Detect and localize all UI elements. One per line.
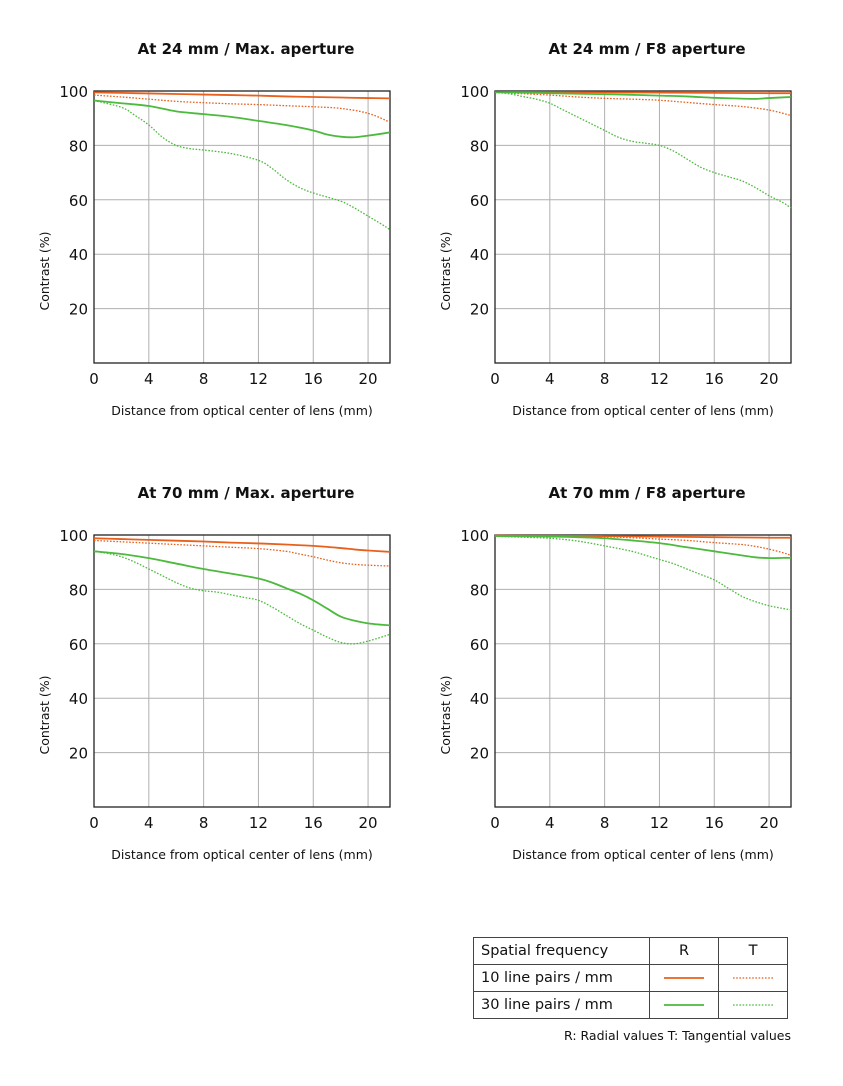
series-line-10t [93,94,391,123]
y-axis-label: Contrast (%) [438,231,453,310]
legend-30-radial-swatch [649,991,719,1019]
plot-frame [494,90,792,364]
x-tick-label: 4 [144,370,154,388]
y-tick-label: 100 [460,527,489,545]
x-tick-label: 0 [490,370,500,388]
x-tick-label: 12 [650,370,669,388]
legend-row-30: 30 line pairs / mm [473,991,788,1019]
legend-row-10-label: 10 line pairs / mm [473,964,650,992]
y-tick-label: 60 [69,192,88,210]
y-tick-label: 60 [69,636,88,654]
series-line-10r [93,91,391,100]
legend-header-row: Spatial frequency R T [473,937,788,965]
y-axis-label: Contrast (%) [438,675,453,754]
legend-10-radial-swatch [649,964,719,992]
x-tick-label: 20 [760,370,779,388]
y-tick-label: 80 [69,137,88,155]
x-tick-label: 4 [545,814,555,832]
x-axis-label: Distance from optical center of lens (mm… [111,847,373,862]
y-axis-label: Contrast (%) [37,675,52,754]
x-tick-label: 16 [304,370,323,388]
y-tick-label: 80 [470,137,489,155]
y-tick-label: 80 [69,581,88,599]
x-tick-label: 20 [359,814,378,832]
legend-col-t: T [718,937,788,965]
legend-table: Spatial frequency R T 10 line pairs / mm… [473,937,788,1019]
y-tick-label: 40 [470,246,489,264]
y-tick-label: 20 [69,745,88,763]
chart-title: At 70 mm / Max. aperture [138,484,355,502]
mtf-chart-3: At 70 mm / Max. aperture 0 4 8 12 16 20 20 40 60 8… [37,484,391,862]
y-tick-label: 20 [69,301,88,319]
y-tick-label: 60 [470,636,489,654]
series-line-30t [93,99,391,231]
y-tick-label: 20 [470,745,489,763]
y-tick-label: 100 [59,527,88,545]
x-tick-label: 4 [545,370,555,388]
mtf-chart-2: At 24 mm / F8 aperture 0 4 8 12 16 20 20 40 60 80 1… [438,40,792,418]
legend-30-tangential-swatch [718,991,788,1019]
x-tick-label: 16 [304,814,323,832]
y-tick-label: 40 [470,690,489,708]
legend-row-30-label: 30 line pairs / mm [473,991,650,1019]
x-tick-label: 8 [199,370,209,388]
x-tick-label: 20 [359,370,378,388]
series-line-10t [93,539,391,567]
y-tick-label: 60 [470,192,489,210]
y-tick-label: 40 [69,690,88,708]
series-line-30r [494,535,792,560]
legend-col-r: R [649,937,719,965]
plot-frame [93,90,391,364]
x-tick-label: 16 [705,370,724,388]
x-tick-label: 0 [89,370,99,388]
x-tick-label: 8 [600,370,610,388]
series-line-30r [93,99,391,139]
x-tick-label: 12 [249,370,268,388]
chart-title: At 70 mm / F8 aperture [548,484,745,502]
x-tick-label: 20 [760,814,779,832]
x-axis-label: Distance from optical center of lens (mm… [512,403,774,418]
series-line-30r [494,91,792,100]
x-tick-label: 12 [249,814,268,832]
legend-10-tangential-swatch [718,964,788,992]
series-line-30t [93,550,391,645]
legend-header: Spatial frequency [473,937,650,965]
series-line-10r [494,91,792,95]
x-axis-label: Distance from optical center of lens (mm… [111,403,373,418]
y-axis-label: Contrast (%) [37,231,52,310]
series-line-10r [93,537,391,553]
series-line-10t [494,535,792,557]
x-tick-label: 12 [650,814,669,832]
y-tick-label: 100 [460,83,489,101]
x-tick-label: 8 [199,814,209,832]
series-line-30t [494,91,792,209]
y-tick-label: 20 [470,301,489,319]
x-tick-label: 8 [600,814,610,832]
chart-title: At 24 mm / Max. aperture [138,40,355,58]
y-tick-label: 40 [69,246,88,264]
x-tick-label: 4 [144,814,154,832]
chart-title: At 24 mm / F8 aperture [548,40,745,58]
series-line-30r [93,550,391,627]
plot-frame [494,534,792,808]
series-line-30t [494,535,792,611]
mtf-chart-1: At 24 mm / Max. aperture 0 4 8 12 16 20 20 40 60 8… [37,40,391,418]
y-tick-label: 100 [59,83,88,101]
x-tick-label: 16 [705,814,724,832]
y-tick-label: 80 [470,581,489,599]
x-tick-label: 0 [490,814,500,832]
x-axis-label: Distance from optical center of lens (mm… [512,847,774,862]
mtf-chart-4: At 70 mm / F8 aperture 0 4 8 12 16 20 20 40 60 80 1… [438,484,792,862]
x-tick-label: 0 [89,814,99,832]
legend-row-10: 10 line pairs / mm [473,964,788,992]
plot-frame [93,534,391,808]
legend-footnote: R: Radial values T: Tangential values [564,1028,791,1043]
series-line-10t [494,91,792,117]
